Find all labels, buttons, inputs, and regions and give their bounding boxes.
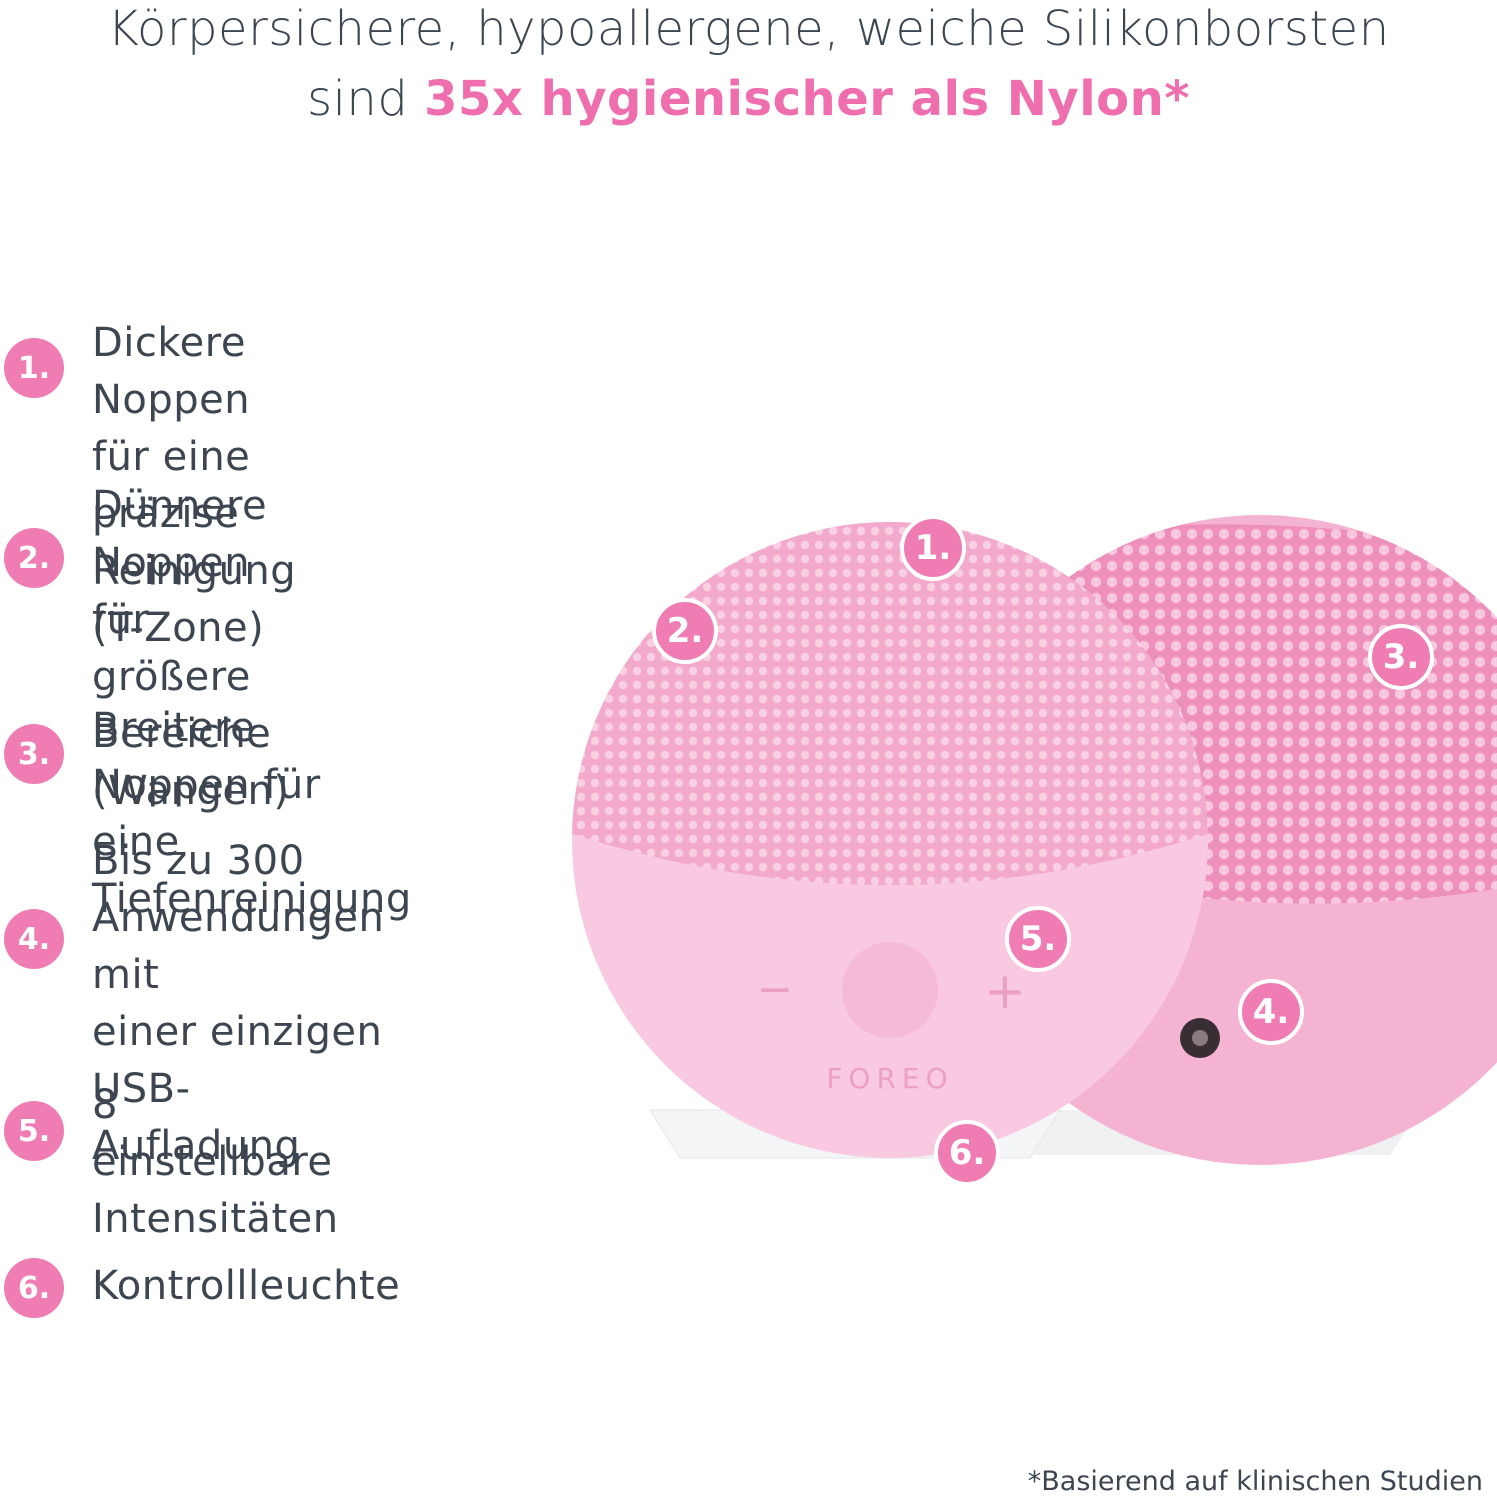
device-illustration: − + FOREO bbox=[572, 515, 1497, 1165]
headline-prefix: sind bbox=[307, 71, 425, 127]
brand-logo: FOREO bbox=[826, 1062, 953, 1095]
feature-badge-5: 5. bbox=[4, 1101, 64, 1161]
feature-text-2: Dünnere Noppen für größere Bereiche (Wan… bbox=[92, 483, 290, 814]
device-callout-1: 1. bbox=[900, 515, 966, 581]
feature-text-3: Breitere Noppen für eine Tiefenreinigung bbox=[92, 705, 412, 922]
headline-line-2: sind 35x hygienischer als Nylon* bbox=[0, 64, 1497, 134]
device-callout-5: 5. bbox=[1005, 906, 1071, 972]
headline-accent: 35x hygienischer als Nylon* bbox=[424, 71, 1190, 127]
minus-symbol: − bbox=[757, 964, 794, 1015]
feature-badge-2: 2. bbox=[4, 528, 64, 588]
device-callout-3: 3. bbox=[1368, 624, 1434, 690]
feature-text-4: Bis zu 300 Anwendungen mit einer einzige… bbox=[92, 838, 385, 1169]
plus-symbol: + bbox=[984, 962, 1026, 1020]
feature-badge-4: 4. bbox=[4, 909, 64, 969]
feature-text-5: 8 einstellbare Intensitäten bbox=[92, 1082, 339, 1242]
footnote: *Basierend auf klinischen Studien bbox=[1027, 1466, 1483, 1497]
front-device: − + FOREO bbox=[572, 522, 1208, 1159]
headline: Körpersichere, hypoallergene, weiche Sil… bbox=[0, 0, 1497, 134]
device-callout-6: 6. bbox=[934, 1120, 1000, 1186]
feature-text-1: Dickere Noppen für eine präzise Reinigun… bbox=[92, 320, 297, 651]
feature-badge-6: 6. bbox=[4, 1258, 64, 1318]
power-button bbox=[842, 942, 938, 1038]
feature-badge-1: 1. bbox=[4, 338, 64, 398]
feature-text-6: Kontrollleuchte bbox=[92, 1263, 401, 1309]
device-callout-2: 2. bbox=[652, 598, 718, 664]
feature-badge-3: 3. bbox=[4, 724, 64, 784]
front-device-bristles bbox=[572, 522, 1208, 885]
headline-line-1: Körpersichere, hypoallergene, weiche Sil… bbox=[107, 1, 1390, 57]
device-callout-4: 4. bbox=[1238, 979, 1304, 1045]
